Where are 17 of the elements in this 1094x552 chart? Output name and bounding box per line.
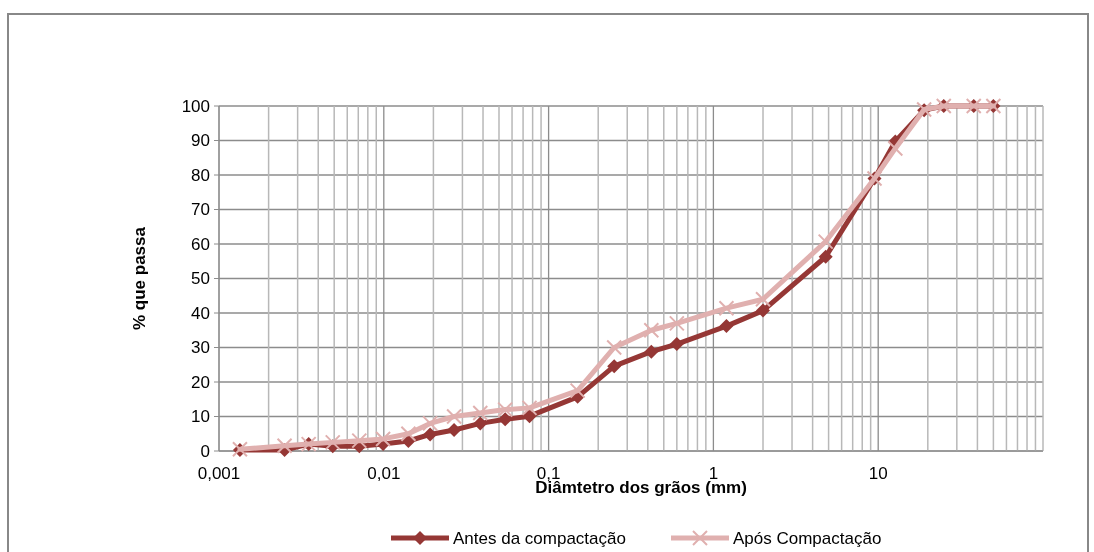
y-tick-label: 0 [200,441,210,461]
y-tick-label: 100 [181,96,210,116]
y-tick-label: 50 [191,269,210,289]
x-tick-label: 0,001 [197,464,241,483]
y-tick-label: 40 [191,303,210,323]
y-tick-label: 70 [191,200,210,220]
y-tick-label: 10 [191,407,210,427]
legend-label: Após Compactação [733,528,882,548]
x-tick-label: 10 [868,464,888,483]
y-tick-label: 80 [191,165,210,185]
y-tick-label: 60 [191,234,210,254]
y-tick-label: 20 [191,372,210,392]
y-axis-title: % que passa [130,226,149,330]
legend-label: Antes da compactação [453,528,626,548]
x-tick-label: 0,01 [367,464,401,483]
y-tick-label: 90 [191,131,210,151]
y-tick-label: 30 [191,338,210,358]
